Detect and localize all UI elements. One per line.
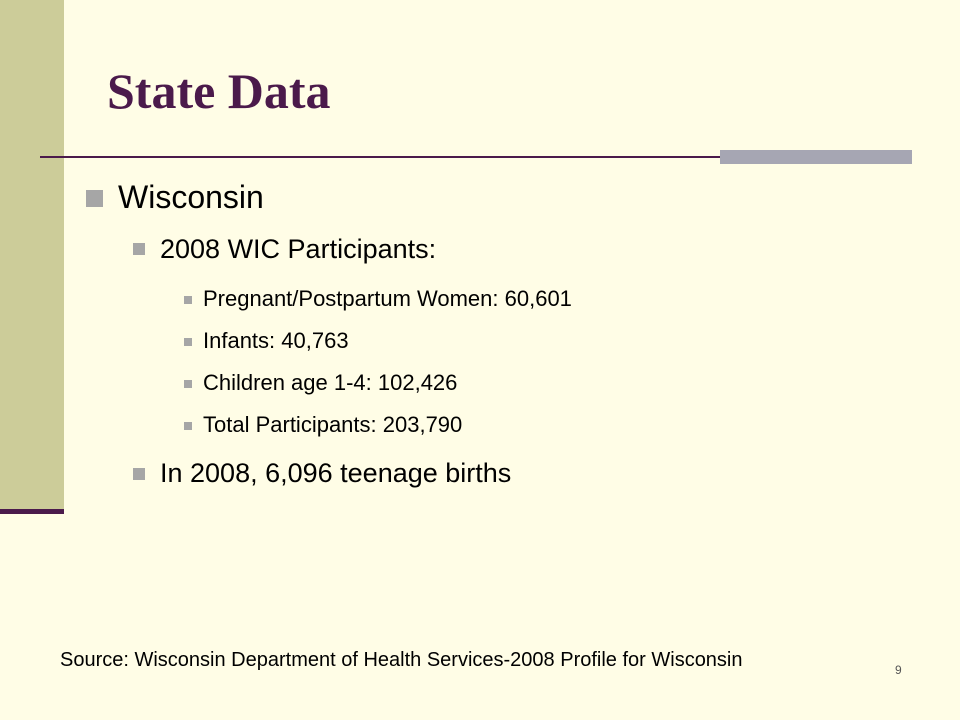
side-bar-line — [0, 509, 64, 514]
bullet-text: Wisconsin — [118, 179, 264, 215]
title: State Data — [107, 63, 331, 119]
bullet — [184, 296, 192, 304]
bullet — [184, 338, 192, 346]
bullet-text: Children age 1-4: 102,426 — [203, 370, 458, 395]
bullet-text: Total Participants: 203,790 — [203, 412, 463, 437]
title-rule-accent — [720, 150, 912, 164]
bullet — [184, 380, 192, 388]
page-number: 9 — [895, 663, 902, 677]
bullet-text: Pregnant/Postpartum Women: 60,601 — [203, 286, 572, 311]
side-bar — [0, 0, 64, 512]
bullet — [133, 243, 145, 255]
bullet-text: 2008 WIC Participants: — [160, 234, 437, 264]
bullet — [133, 468, 145, 480]
bullet — [184, 422, 192, 430]
bullet — [86, 190, 103, 207]
bullet-text: In 2008, 6,096 teenage births — [160, 458, 512, 488]
title-rule — [40, 156, 912, 158]
source: Source: Wisconsin Department of Health S… — [60, 649, 743, 671]
bullet-text: Infants: 40,763 — [203, 328, 349, 353]
